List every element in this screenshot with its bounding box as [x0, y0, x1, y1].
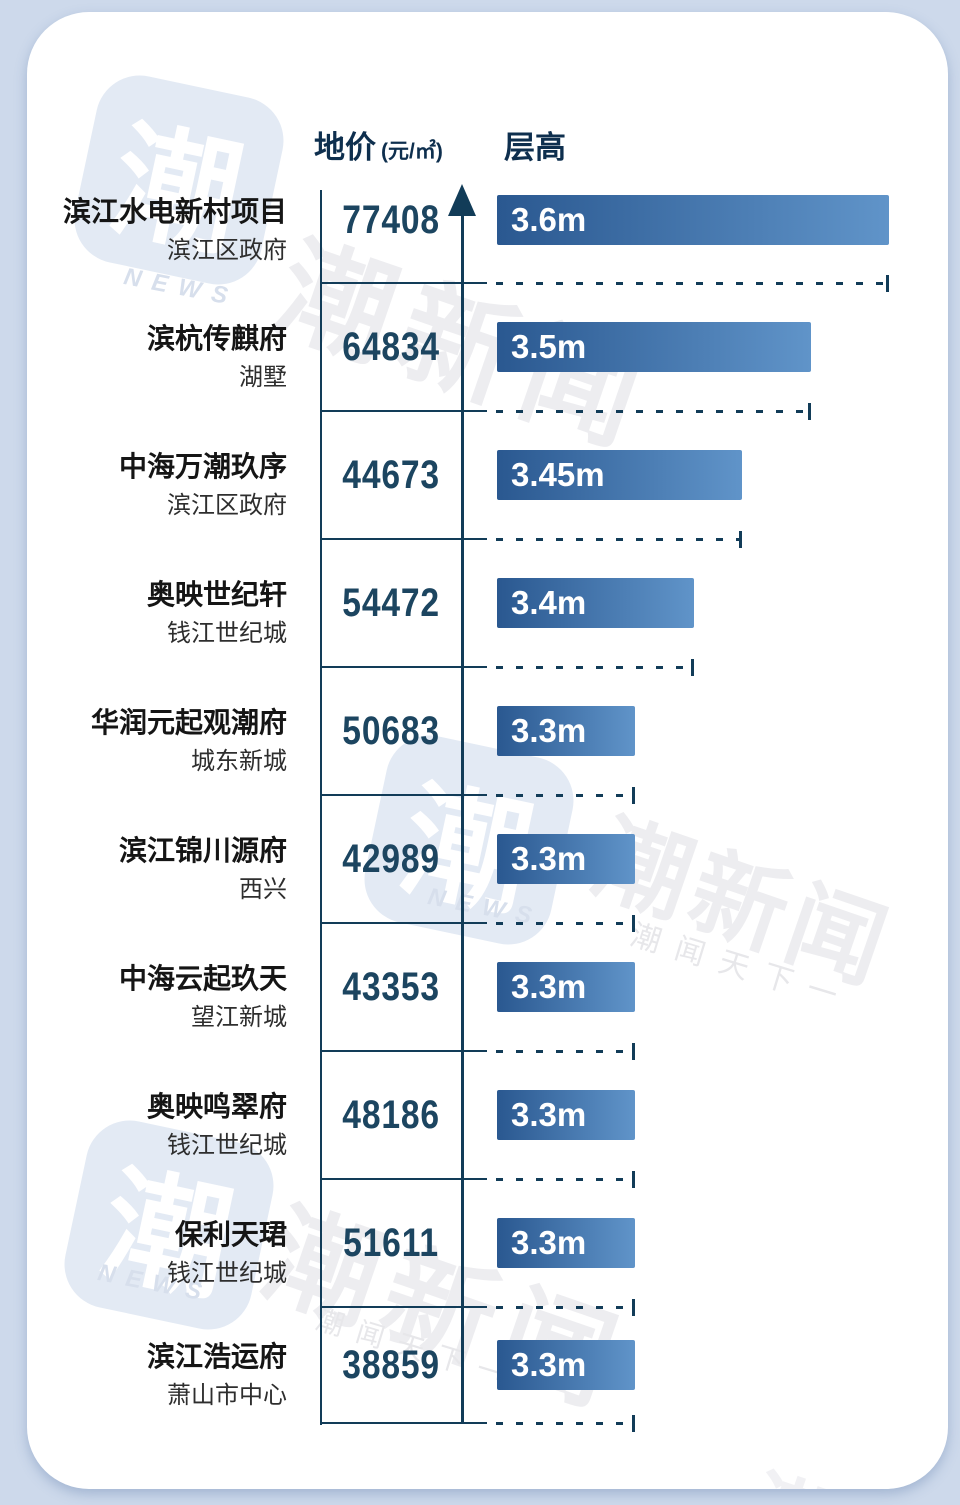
- project-location: 城东新城: [191, 748, 287, 775]
- price-header-unit: (元/㎡): [381, 140, 443, 163]
- project-name: 滨杭传麒府: [146, 323, 287, 354]
- price-value: 51611: [320, 1219, 462, 1267]
- price-value: 42989: [320, 835, 462, 883]
- price-value: 48186: [320, 1091, 462, 1139]
- axis-arrow-icon: [448, 184, 476, 216]
- floor-height-bar: 3.3m: [497, 1090, 635, 1140]
- floor-height-bar: 3.3m: [497, 706, 635, 756]
- floor-height-bar: 3.45m: [497, 450, 742, 500]
- height-column-header: 层高: [504, 130, 566, 165]
- project-location: 钱江世纪城: [167, 620, 287, 647]
- floor-height-label: 3.3m: [511, 968, 587, 1005]
- floor-height-label: 3.4m: [511, 584, 587, 621]
- project-location: 滨江区政府: [167, 492, 287, 519]
- price-value: 43353: [320, 963, 462, 1011]
- project-name: 奥映鸣翠府: [146, 1091, 287, 1122]
- separator-end-tick: [632, 1043, 635, 1060]
- price-column-header: 地价 (元/㎡): [314, 130, 443, 170]
- price-value: 50683: [320, 707, 462, 755]
- row-separator-solid: [320, 922, 487, 924]
- row-separator-dashed: [496, 1043, 635, 1060]
- separator-end-tick: [632, 1415, 635, 1432]
- price-number: 43353: [342, 964, 440, 1009]
- price-header-label: 地价: [314, 130, 376, 165]
- floor-height-bar: 3.4m: [497, 578, 694, 628]
- floor-height-label: 3.3m: [511, 1224, 587, 1261]
- floor-height-label: 3.3m: [511, 712, 587, 749]
- row-separator-solid: [320, 410, 487, 412]
- row-separator-dashed: [496, 1171, 635, 1188]
- price-number: 38859: [342, 1342, 440, 1387]
- floor-height-bar: 3.3m: [497, 834, 635, 884]
- project-name: 华润元起观潮府: [90, 707, 287, 738]
- separator-end-tick: [691, 659, 694, 676]
- price-number: 50683: [342, 708, 440, 753]
- row-separator-dashed: [496, 1415, 635, 1432]
- row-separator-dashed: [496, 787, 635, 804]
- price-value: 77408: [320, 196, 462, 244]
- row-separator-solid: [320, 1422, 487, 1424]
- price-column-left-border: [320, 190, 322, 1425]
- chart-layer: 地价 (元/㎡) 层高 滨江水电新村项目滨江区政府 77408 3.6m 滨杭传麒府湖墅…: [27, 12, 948, 1489]
- floor-height-bar: 3.3m: [497, 962, 635, 1012]
- separator-end-tick: [632, 1299, 635, 1316]
- separator-end-tick: [739, 531, 742, 548]
- row-separator-dashed: [496, 275, 889, 292]
- project-location: 滨江区政府: [167, 237, 287, 264]
- price-number: 51611: [343, 1220, 439, 1265]
- project-name: 中海云起玖天: [118, 963, 287, 994]
- separator-end-tick: [886, 275, 889, 292]
- row-separator-dashed: [496, 1299, 635, 1316]
- floor-height-bar: 3.5m: [497, 322, 811, 372]
- project-name: 滨江水电新村项目: [62, 196, 287, 227]
- row-separator-dashed: [496, 403, 811, 420]
- price-number: 48186: [342, 1092, 440, 1137]
- price-number: 64834: [342, 324, 440, 369]
- separator-end-tick: [808, 403, 811, 420]
- project-name: 保利天珺: [174, 1219, 287, 1250]
- price-number: 54472: [342, 580, 440, 625]
- floor-height-label: 3.3m: [511, 1096, 587, 1133]
- row-separator-solid: [320, 794, 487, 796]
- infographic-card: 潮 NEWS 潮新闻 潮 NEWS 潮新闻 潮闻天下一 潮 NEWS 潮新闻 潮…: [27, 12, 948, 1489]
- row-separator-dashed: [496, 659, 694, 676]
- project-name: 滨江浩运府: [146, 1341, 287, 1372]
- project-location: 望江新城: [191, 1004, 287, 1031]
- price-number: 42989: [342, 836, 440, 881]
- separator-end-tick: [632, 915, 635, 932]
- row-separator-solid: [320, 666, 487, 668]
- project-name: 奥映世纪轩: [146, 579, 287, 610]
- floor-height-label: 3.3m: [511, 840, 587, 877]
- row-separator-solid: [320, 1178, 487, 1180]
- price-value: 64834: [320, 323, 462, 371]
- row-separator-solid: [320, 282, 487, 284]
- project-name: 中海万潮玖序: [118, 451, 287, 482]
- price-number: 77408: [342, 197, 440, 242]
- price-value: 54472: [320, 579, 462, 627]
- project-location: 钱江世纪城: [167, 1132, 287, 1159]
- floor-height-label: 3.5m: [511, 328, 587, 365]
- row-separator-solid: [320, 538, 487, 540]
- project-location: 萧山市中心: [167, 1382, 287, 1409]
- price-value: 44673: [320, 451, 462, 499]
- row-separator-dashed: [496, 915, 635, 932]
- floor-height-label: 3.45m: [511, 456, 605, 493]
- price-value: 38859: [320, 1341, 462, 1389]
- price-number: 44673: [342, 452, 440, 497]
- project-location: 西兴: [239, 876, 287, 903]
- row-separator-solid: [320, 1050, 487, 1052]
- floor-height-bar: 3.6m: [497, 195, 889, 245]
- project-location: 钱江世纪城: [167, 1260, 287, 1287]
- floor-height-bar: 3.3m: [497, 1340, 635, 1390]
- floor-height-label: 3.6m: [511, 201, 587, 238]
- row-separator-solid: [320, 1306, 487, 1308]
- separator-end-tick: [632, 1171, 635, 1188]
- project-name: 滨江锦川源府: [118, 835, 287, 866]
- row-separator-dashed: [496, 531, 742, 548]
- floor-height-label: 3.3m: [511, 1346, 587, 1383]
- separator-end-tick: [632, 787, 635, 804]
- project-location: 湖墅: [239, 364, 287, 391]
- floor-height-bar: 3.3m: [497, 1218, 635, 1268]
